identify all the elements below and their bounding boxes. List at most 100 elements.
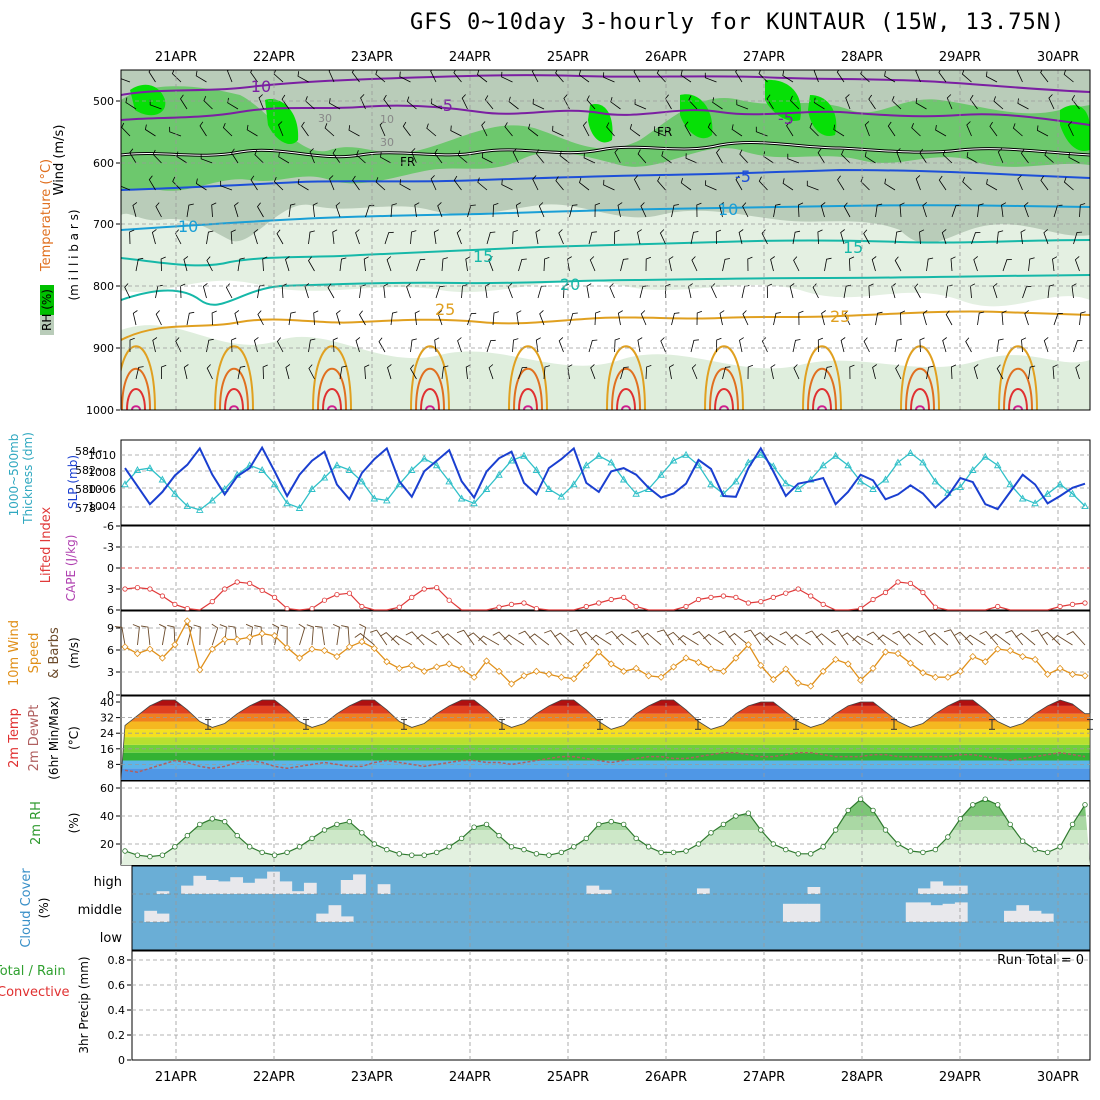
wind10-barb bbox=[390, 635, 413, 646]
wind-barb bbox=[481, 152, 494, 164]
rh-marker bbox=[770, 841, 777, 847]
li-marker bbox=[334, 591, 340, 598]
wind10-barb bbox=[359, 623, 367, 646]
thickness-marker bbox=[831, 451, 840, 459]
wind-barb bbox=[719, 202, 724, 218]
rh-marker bbox=[234, 832, 240, 839]
wind-barb bbox=[578, 70, 590, 83]
wind-barb bbox=[789, 283, 795, 299]
thickness-marker bbox=[133, 466, 142, 473]
wind-barb bbox=[950, 364, 957, 380]
wind-barb bbox=[704, 72, 717, 83]
date-label-top: 30APR bbox=[1037, 50, 1079, 65]
wind10-barb bbox=[790, 634, 811, 646]
wind-barb bbox=[896, 148, 902, 164]
wind-barb bbox=[174, 229, 182, 245]
wind10-marker bbox=[433, 663, 441, 671]
thickness-marker bbox=[1081, 502, 1089, 510]
wind10-marker bbox=[532, 667, 540, 675]
wind10-marker bbox=[420, 667, 428, 675]
wind-barb bbox=[144, 124, 156, 137]
rh-marker bbox=[920, 849, 926, 856]
wind-barb bbox=[329, 175, 335, 191]
li-marker bbox=[895, 579, 901, 585]
thickness-marker bbox=[432, 461, 441, 469]
wind10-marker bbox=[857, 676, 865, 684]
wind-barb bbox=[657, 176, 666, 191]
cloud-mid-bar bbox=[807, 903, 821, 922]
rh-marker bbox=[197, 821, 203, 828]
thickness-marker bbox=[856, 477, 865, 485]
wind-barb bbox=[969, 94, 978, 110]
rh-marker bbox=[571, 844, 577, 850]
wind-barb bbox=[884, 178, 896, 191]
thickness-marker bbox=[345, 466, 354, 473]
wind-barb bbox=[863, 229, 870, 245]
date-label-bottom: 25APR bbox=[547, 1070, 589, 1085]
wind-barb bbox=[339, 257, 347, 272]
isotherm-tongue bbox=[910, 388, 930, 410]
wind-barb bbox=[942, 337, 947, 353]
slp-ylabel-slp: SLP (mb) bbox=[66, 455, 80, 509]
thickness-marker bbox=[969, 466, 977, 473]
wind-barb bbox=[278, 151, 290, 164]
wind-barb bbox=[492, 203, 499, 218]
wind10-marker bbox=[645, 672, 653, 680]
wind-barb bbox=[461, 94, 468, 110]
wind-barb bbox=[355, 337, 361, 353]
rh-marker bbox=[832, 827, 839, 833]
wind-barb bbox=[227, 97, 239, 110]
wind-barb bbox=[915, 98, 927, 110]
wind-barb bbox=[484, 95, 494, 110]
slp-ylabel-thick2: Thickness (dm) bbox=[21, 432, 35, 525]
isotherm-tongue bbox=[214, 345, 254, 410]
wind-barb bbox=[894, 230, 902, 245]
isotherm-tongue bbox=[709, 367, 739, 410]
thickness-marker bbox=[1056, 480, 1064, 488]
rh-marker bbox=[608, 818, 614, 825]
wind10-marker bbox=[133, 649, 142, 658]
wind-barb bbox=[477, 70, 488, 83]
wind-barb bbox=[516, 310, 522, 326]
wind-barb bbox=[532, 175, 539, 191]
wind10-barb bbox=[631, 630, 649, 646]
wind-barb bbox=[899, 202, 905, 218]
wind-barb bbox=[481, 121, 488, 137]
wind-barb bbox=[942, 150, 953, 164]
rh-marker bbox=[284, 849, 290, 856]
wind-barb bbox=[180, 94, 188, 110]
cloud-mid-bar bbox=[942, 903, 956, 922]
wind-barb bbox=[589, 256, 596, 272]
rh-marker bbox=[870, 807, 876, 814]
ytick-label: 32 bbox=[100, 712, 114, 725]
isotherm-tongue bbox=[998, 345, 1038, 410]
rh2m-ylabel: 2m RH bbox=[29, 801, 44, 845]
wind-barb bbox=[355, 229, 360, 245]
wind-barb bbox=[253, 229, 259, 245]
slp-ylabel-thick: 1000~500mb bbox=[7, 434, 21, 517]
isotherm-tongue bbox=[704, 345, 744, 410]
wind-barb bbox=[430, 175, 437, 191]
li-marker bbox=[857, 605, 864, 612]
wind-barb bbox=[824, 366, 832, 380]
wind-barb bbox=[360, 94, 366, 110]
wind-barb bbox=[1079, 311, 1086, 326]
wind-barb bbox=[237, 257, 245, 272]
isotherm-tongue bbox=[420, 388, 440, 410]
wind-barb bbox=[410, 364, 417, 380]
wind-barb bbox=[518, 366, 528, 380]
wind-barb bbox=[696, 310, 703, 326]
slp-right-tick: 1008 bbox=[88, 466, 116, 479]
wind-barb bbox=[645, 256, 652, 272]
wind-barb bbox=[773, 203, 781, 218]
rh-marker bbox=[1082, 802, 1088, 808]
wind10-barb bbox=[314, 625, 325, 646]
wind10-marker bbox=[458, 665, 466, 673]
wind-barb bbox=[806, 180, 819, 191]
wind-barb bbox=[125, 97, 137, 110]
wind10-barb bbox=[656, 629, 674, 646]
isotherm-tongue bbox=[513, 367, 543, 410]
wind-barb bbox=[817, 337, 824, 353]
label-10: 10 bbox=[178, 217, 198, 236]
wind-barb bbox=[645, 365, 652, 380]
